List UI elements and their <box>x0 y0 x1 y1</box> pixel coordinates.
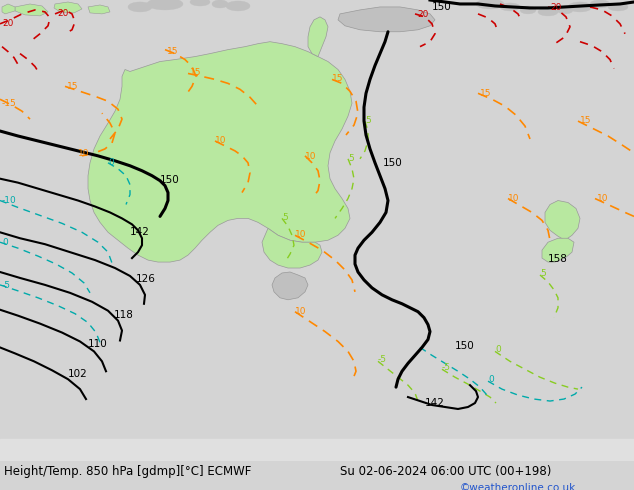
Ellipse shape <box>226 1 250 11</box>
Text: ©weatheronline.co.uk: ©weatheronline.co.uk <box>460 483 576 490</box>
Text: -15: -15 <box>2 99 16 108</box>
Text: 158: 158 <box>548 254 568 264</box>
Text: 102: 102 <box>68 369 87 379</box>
Text: 150: 150 <box>383 158 403 168</box>
Text: 20: 20 <box>57 9 68 18</box>
Text: Su 02-06-2024 06:00 UTC (00+198): Su 02-06-2024 06:00 UTC (00+198) <box>340 466 552 478</box>
Text: 150: 150 <box>160 174 180 185</box>
Ellipse shape <box>568 2 592 12</box>
Polygon shape <box>2 4 15 14</box>
Text: 150: 150 <box>432 2 452 12</box>
Polygon shape <box>54 2 82 13</box>
Text: 20: 20 <box>2 19 13 28</box>
Text: 15: 15 <box>332 74 344 83</box>
Text: 110: 110 <box>88 340 108 349</box>
Ellipse shape <box>538 8 558 16</box>
Text: 142: 142 <box>130 227 150 237</box>
Polygon shape <box>542 238 574 262</box>
Text: 10: 10 <box>508 194 519 202</box>
Polygon shape <box>308 17 328 56</box>
Text: 0: 0 <box>488 375 494 384</box>
Text: 15: 15 <box>167 47 179 55</box>
Text: -10: -10 <box>2 196 16 205</box>
Text: 0: 0 <box>495 345 501 354</box>
Text: 10: 10 <box>305 152 316 161</box>
Ellipse shape <box>557 6 573 14</box>
Text: 0: 0 <box>108 158 113 167</box>
Text: 5: 5 <box>365 116 371 125</box>
Text: 10: 10 <box>78 149 89 158</box>
Text: Height/Temp. 850 hPa [gdmp][°C] ECMWF: Height/Temp. 850 hPa [gdmp][°C] ECMWF <box>4 466 251 478</box>
Text: 10: 10 <box>215 136 226 145</box>
Text: 118: 118 <box>114 310 134 319</box>
Text: 5: 5 <box>282 213 288 222</box>
Polygon shape <box>545 200 580 240</box>
Ellipse shape <box>590 0 610 8</box>
Bar <box>0 439 634 489</box>
Text: -5: -5 <box>378 355 387 365</box>
Text: 15: 15 <box>480 89 491 98</box>
Polygon shape <box>88 5 110 14</box>
Polygon shape <box>338 7 435 32</box>
Ellipse shape <box>500 3 520 11</box>
Text: 5: 5 <box>540 269 546 278</box>
Text: 15: 15 <box>67 82 79 91</box>
Ellipse shape <box>608 3 628 11</box>
Ellipse shape <box>476 0 504 9</box>
Text: 10: 10 <box>597 194 609 202</box>
Text: 0: 0 <box>2 238 8 247</box>
Text: 10: 10 <box>295 307 306 316</box>
Text: -5: -5 <box>442 363 451 372</box>
Ellipse shape <box>147 0 183 10</box>
Polygon shape <box>262 228 322 268</box>
Text: 20: 20 <box>417 10 429 19</box>
Ellipse shape <box>190 0 210 6</box>
Text: 142: 142 <box>425 398 445 408</box>
Polygon shape <box>272 272 308 300</box>
Text: 20: 20 <box>550 3 561 12</box>
Ellipse shape <box>128 2 152 12</box>
Polygon shape <box>88 42 352 262</box>
Ellipse shape <box>212 0 228 8</box>
Text: 126: 126 <box>136 274 156 284</box>
Text: 10: 10 <box>295 230 306 239</box>
Ellipse shape <box>520 6 536 14</box>
Text: 150: 150 <box>455 342 475 351</box>
Text: -5: -5 <box>2 281 11 290</box>
Text: 15: 15 <box>580 116 592 125</box>
Text: 5: 5 <box>348 154 354 163</box>
Polygon shape <box>15 4 48 16</box>
Text: 15: 15 <box>190 69 202 77</box>
